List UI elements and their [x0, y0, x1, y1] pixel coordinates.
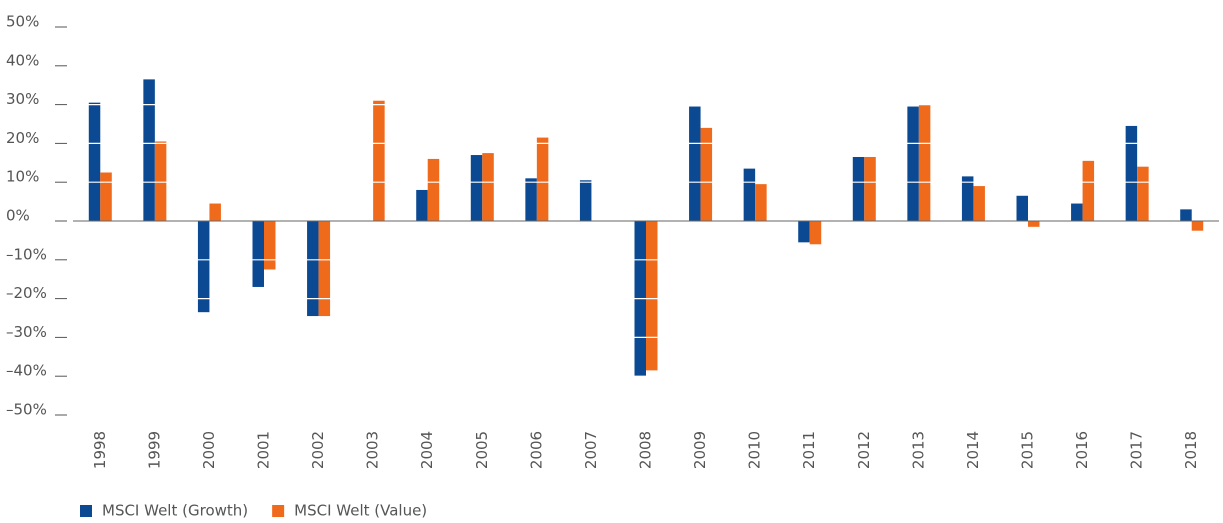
- bar: [755, 184, 767, 221]
- bar: [307, 221, 319, 317]
- y-tick-label: 20%: [6, 129, 39, 147]
- x-tick-label: 2012: [855, 431, 873, 469]
- x-tick-label: 2009: [691, 431, 709, 469]
- y-tick-label: 10%: [6, 168, 39, 186]
- x-tick-label: 2008: [637, 431, 655, 469]
- bar: [252, 221, 264, 287]
- bar: [809, 221, 822, 245]
- bar: [1125, 125, 1138, 221]
- x-tick-label: 2010: [746, 431, 764, 469]
- y-tick-label: –30%: [6, 323, 47, 341]
- y-tick-label: –40%: [6, 362, 47, 380]
- bar: [907, 106, 919, 221]
- x-tick-label: 1998: [91, 431, 109, 469]
- bar: [1071, 203, 1083, 221]
- bar: [689, 106, 701, 221]
- bar: [918, 104, 931, 221]
- bar: [154, 141, 167, 221]
- bar: [525, 178, 537, 221]
- bar: [646, 221, 658, 371]
- x-tick-label: 1999: [145, 431, 163, 469]
- x-tick-label: 2005: [473, 431, 491, 469]
- y-tick-label: 40%: [6, 51, 39, 69]
- bar: [88, 102, 101, 221]
- bar: [318, 221, 331, 317]
- bar: [427, 158, 440, 221]
- y-tick-label: 50%: [6, 13, 39, 31]
- bar: [973, 186, 985, 221]
- bar: [579, 180, 592, 221]
- bar: [1180, 209, 1192, 221]
- bar: [798, 221, 810, 243]
- x-tick-label: 2016: [1073, 431, 1091, 469]
- y-tick-label: –10%: [6, 245, 47, 263]
- x-tick-label: 2018: [1182, 431, 1200, 469]
- bar: [209, 203, 221, 221]
- x-tick-label: 2011: [800, 431, 818, 469]
- y-tick-label: –20%: [6, 284, 47, 302]
- bar: [470, 155, 483, 221]
- x-tick-label: 2000: [200, 431, 218, 469]
- bar: [197, 221, 210, 313]
- x-tick-label: 2017: [1128, 431, 1146, 469]
- bar: [264, 221, 276, 270]
- x-tick-label: 2014: [964, 431, 982, 469]
- legend-swatch: [80, 505, 92, 517]
- bar: [1028, 221, 1040, 227]
- bar: [482, 153, 494, 221]
- x-tick-label: 2007: [582, 431, 600, 469]
- x-tick-label: 2006: [527, 431, 545, 469]
- bar: [700, 127, 713, 221]
- y-tick-label: –50%: [6, 401, 47, 419]
- y-tick-label: 30%: [6, 90, 39, 108]
- bar: [961, 176, 974, 221]
- x-tick-label: 2015: [1019, 431, 1037, 469]
- legend-label: MSCI Welt (Growth): [102, 502, 248, 520]
- bar: [100, 172, 112, 221]
- bar: [852, 156, 865, 221]
- bar: [1016, 195, 1028, 221]
- legend-label: MSCI Welt (Value): [294, 502, 427, 520]
- y-tick-label: 0%: [6, 207, 30, 225]
- bar: [743, 168, 756, 221]
- x-tick-label: 2001: [255, 431, 273, 469]
- bar: [536, 137, 549, 221]
- x-tick-label: 2004: [418, 431, 436, 469]
- bar: [864, 156, 876, 221]
- x-tick-label: 2013: [909, 431, 927, 469]
- bar: [373, 100, 385, 221]
- bar: [143, 79, 155, 221]
- x-tick-label: 2003: [364, 431, 382, 469]
- bar: [1191, 221, 1204, 231]
- bar: [1082, 160, 1095, 221]
- x-tick-label: 2002: [309, 431, 327, 469]
- bar: [416, 189, 428, 221]
- legend-swatch: [272, 505, 285, 517]
- bar: [1137, 166, 1149, 221]
